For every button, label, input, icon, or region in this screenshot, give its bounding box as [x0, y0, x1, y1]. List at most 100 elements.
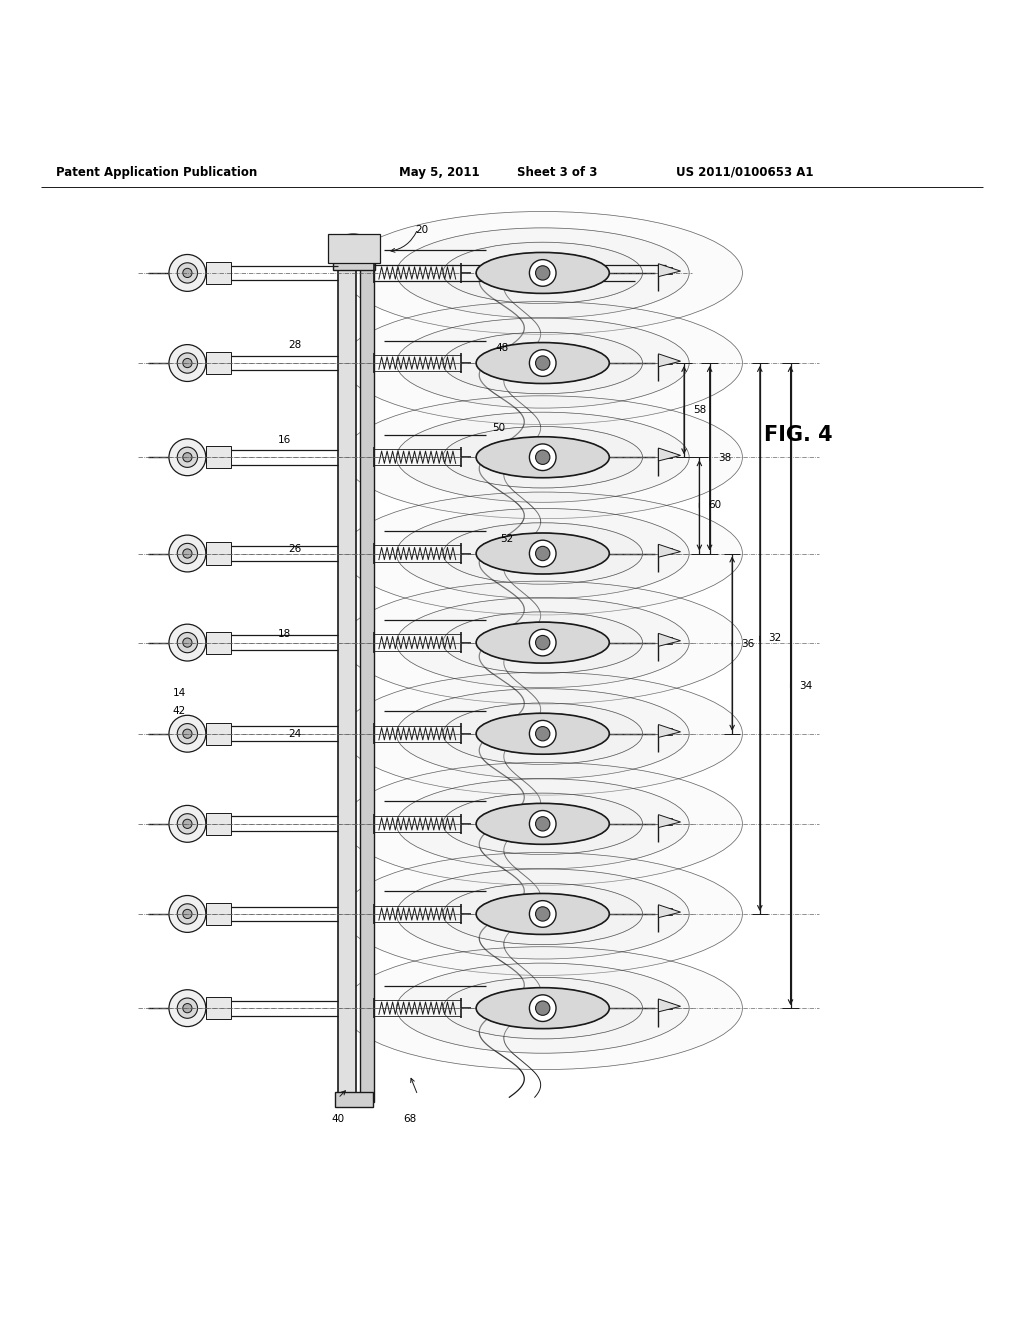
Text: 14: 14: [173, 688, 185, 698]
Bar: [206, 446, 231, 469]
Text: Sheet 3 of 3: Sheet 3 of 3: [517, 166, 597, 178]
Bar: [666, 451, 672, 458]
Text: 16: 16: [279, 434, 291, 445]
Circle shape: [177, 447, 198, 467]
Ellipse shape: [343, 853, 742, 975]
Circle shape: [169, 895, 206, 932]
Ellipse shape: [476, 804, 609, 845]
Ellipse shape: [476, 252, 609, 293]
Text: 28: 28: [289, 339, 301, 350]
Circle shape: [529, 630, 556, 656]
Bar: [666, 548, 672, 554]
Bar: [206, 631, 231, 653]
Circle shape: [529, 995, 556, 1022]
Ellipse shape: [476, 533, 609, 574]
Text: 42: 42: [173, 706, 185, 717]
Bar: [666, 908, 672, 915]
Circle shape: [529, 260, 556, 286]
Circle shape: [182, 909, 193, 919]
Ellipse shape: [442, 704, 643, 764]
Circle shape: [169, 715, 206, 752]
Ellipse shape: [476, 713, 609, 754]
Ellipse shape: [396, 689, 689, 779]
Ellipse shape: [476, 533, 609, 574]
Circle shape: [177, 723, 198, 744]
Circle shape: [182, 453, 193, 462]
Ellipse shape: [442, 612, 643, 673]
Bar: [666, 358, 672, 364]
Ellipse shape: [442, 883, 643, 945]
Bar: [206, 813, 231, 834]
Ellipse shape: [343, 211, 742, 334]
Text: 58: 58: [693, 405, 706, 416]
Circle shape: [536, 450, 550, 465]
Ellipse shape: [476, 713, 609, 754]
Bar: [206, 543, 231, 565]
Bar: [333, 247, 375, 269]
Circle shape: [169, 345, 206, 381]
Ellipse shape: [343, 301, 742, 425]
Circle shape: [529, 540, 556, 566]
Polygon shape: [658, 725, 681, 738]
Circle shape: [177, 632, 198, 652]
Circle shape: [182, 729, 193, 738]
Ellipse shape: [396, 869, 689, 960]
Bar: [338, 257, 356, 1102]
Bar: [666, 729, 672, 735]
Ellipse shape: [396, 964, 689, 1053]
Circle shape: [182, 820, 193, 829]
Circle shape: [182, 638, 193, 647]
Bar: [206, 722, 231, 744]
Ellipse shape: [476, 894, 609, 935]
Circle shape: [177, 998, 198, 1018]
Polygon shape: [658, 999, 681, 1012]
Ellipse shape: [343, 672, 742, 795]
Ellipse shape: [442, 977, 643, 1039]
Polygon shape: [658, 634, 681, 647]
Circle shape: [169, 624, 206, 661]
Text: 36: 36: [741, 639, 754, 648]
Ellipse shape: [396, 412, 689, 503]
Ellipse shape: [442, 426, 643, 488]
Polygon shape: [658, 544, 681, 557]
Ellipse shape: [343, 581, 742, 704]
Polygon shape: [658, 447, 681, 461]
Bar: [666, 1003, 672, 1008]
Circle shape: [536, 356, 550, 370]
Polygon shape: [658, 904, 681, 917]
Ellipse shape: [476, 437, 609, 478]
Bar: [206, 261, 231, 284]
Text: 60: 60: [709, 500, 721, 511]
Bar: [666, 818, 672, 825]
Circle shape: [182, 359, 193, 368]
Circle shape: [536, 546, 550, 561]
Text: 48: 48: [496, 343, 508, 352]
Ellipse shape: [396, 508, 689, 598]
Circle shape: [169, 990, 206, 1027]
Bar: [666, 268, 672, 273]
Circle shape: [177, 904, 198, 924]
Text: 32: 32: [769, 634, 781, 643]
Bar: [666, 638, 672, 644]
Bar: [206, 997, 231, 1019]
Ellipse shape: [442, 793, 643, 854]
Text: 26: 26: [289, 544, 301, 554]
Ellipse shape: [442, 333, 643, 393]
Circle shape: [182, 1003, 193, 1012]
Circle shape: [169, 438, 206, 475]
Circle shape: [529, 444, 556, 470]
Ellipse shape: [476, 894, 609, 935]
Circle shape: [177, 352, 198, 374]
Circle shape: [536, 265, 550, 280]
Ellipse shape: [476, 252, 609, 293]
Bar: [328, 234, 380, 263]
Ellipse shape: [476, 987, 609, 1028]
Ellipse shape: [442, 242, 643, 304]
Circle shape: [177, 263, 198, 282]
Ellipse shape: [476, 343, 609, 384]
Circle shape: [529, 350, 556, 376]
Circle shape: [177, 544, 198, 564]
Polygon shape: [658, 354, 681, 367]
Ellipse shape: [343, 946, 742, 1069]
Ellipse shape: [476, 987, 609, 1028]
